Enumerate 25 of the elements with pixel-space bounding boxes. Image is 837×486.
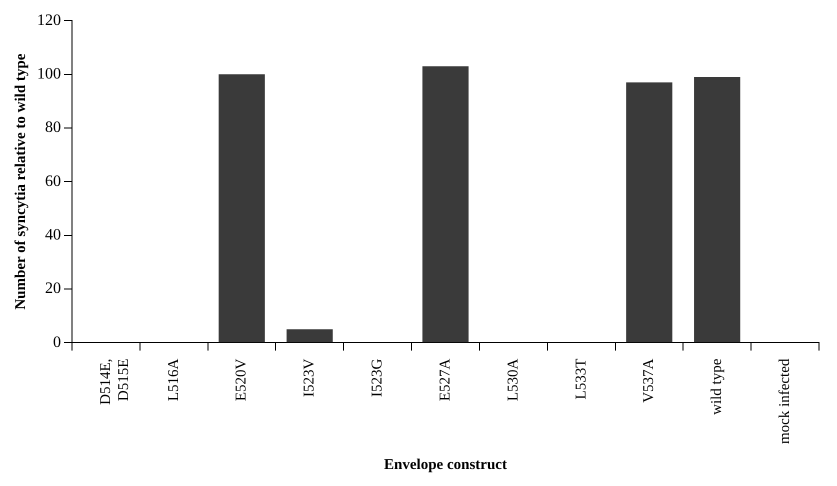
y-tick-label: 40	[45, 226, 61, 244]
x-tick-label: wild type	[709, 358, 726, 415]
y-tick-label: 80	[45, 119, 61, 136]
bar	[218, 74, 265, 342]
x-axis-title: Envelope construct	[384, 456, 507, 473]
y-axis-title: Number of syncytia relative to wild type	[12, 53, 29, 310]
bar	[286, 329, 333, 342]
x-tick-label: E520V	[234, 358, 250, 402]
x-tick-label: L533T	[573, 358, 590, 400]
x-tick-label: I523V	[302, 358, 318, 397]
x-tick-label: V537A	[641, 358, 658, 403]
y-tick-label: 100	[37, 65, 61, 82]
x-tick-label: mock infected	[776, 358, 793, 444]
y-tick-label: 20	[45, 280, 61, 298]
x-tick-label: L516A	[166, 358, 182, 402]
x-tick-label: L530A	[505, 358, 522, 402]
x-tick-label: I523G	[370, 358, 386, 397]
y-tick-label: 60	[45, 172, 61, 190]
x-tick-label: E527A	[437, 358, 454, 402]
bar	[626, 82, 672, 342]
x-tick-label: D514E, D515E	[98, 358, 132, 405]
bar	[422, 66, 469, 342]
y-tick-label: 0	[53, 334, 61, 351]
bar	[694, 76, 740, 342]
y-tick-label: 120	[37, 12, 61, 29]
